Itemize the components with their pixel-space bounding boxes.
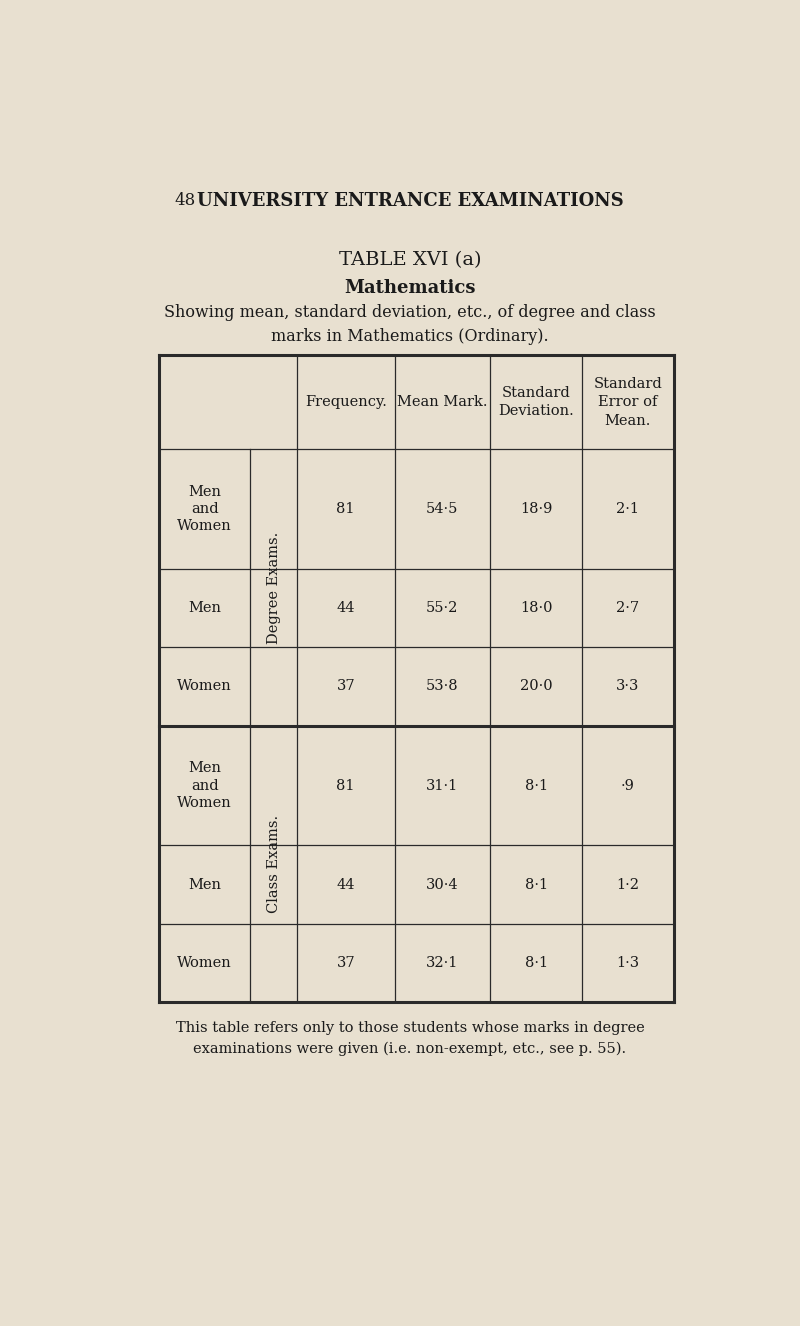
Text: Women: Women	[178, 679, 232, 693]
Text: ·9: ·9	[621, 778, 635, 793]
Text: 3·3: 3·3	[616, 679, 640, 693]
Text: Mathematics: Mathematics	[344, 278, 476, 297]
Text: 37: 37	[336, 679, 355, 693]
Text: Men
and
Women: Men and Women	[178, 761, 232, 810]
Text: 8·1: 8·1	[525, 878, 548, 891]
Text: Frequency.: Frequency.	[305, 395, 386, 410]
Text: 30·4: 30·4	[426, 878, 458, 891]
Text: TABLE XVI (a): TABLE XVI (a)	[338, 251, 482, 269]
Text: 53·8: 53·8	[426, 679, 458, 693]
Text: 2·7: 2·7	[616, 601, 639, 615]
Text: 18·9: 18·9	[520, 501, 552, 516]
Text: This table refers only to those students whose marks in degree
examinations were: This table refers only to those students…	[176, 1021, 644, 1055]
Text: 54·5: 54·5	[426, 501, 458, 516]
Text: 1·2: 1·2	[617, 878, 639, 891]
Text: Standard
Error of
Mean.: Standard Error of Mean.	[594, 377, 662, 427]
Text: UNIVERSITY ENTRANCE EXAMINATIONS: UNIVERSITY ENTRANCE EXAMINATIONS	[197, 192, 623, 210]
Text: 2·1: 2·1	[617, 501, 639, 516]
Text: Class Exams.: Class Exams.	[266, 815, 281, 914]
Text: 8·1: 8·1	[525, 956, 548, 971]
Text: 81: 81	[337, 501, 355, 516]
Text: 55·2: 55·2	[426, 601, 458, 615]
Text: 20·0: 20·0	[520, 679, 553, 693]
Text: Women: Women	[178, 956, 232, 971]
Text: Mean Mark.: Mean Mark.	[397, 395, 487, 410]
Text: Showing mean, standard deviation, etc., of degree and class
marks in Mathematics: Showing mean, standard deviation, etc., …	[164, 304, 656, 345]
Text: Men: Men	[188, 601, 221, 615]
Text: 81: 81	[337, 778, 355, 793]
Text: 44: 44	[337, 878, 355, 891]
Text: 8·1: 8·1	[525, 778, 548, 793]
Text: 31·1: 31·1	[426, 778, 458, 793]
Text: Degree Exams.: Degree Exams.	[266, 532, 281, 643]
Text: 44: 44	[337, 601, 355, 615]
Text: 32·1: 32·1	[426, 956, 458, 971]
Text: Men
and
Women: Men and Women	[178, 484, 232, 533]
Text: Standard
Deviation.: Standard Deviation.	[498, 386, 574, 418]
Text: 37: 37	[336, 956, 355, 971]
Text: 48: 48	[174, 192, 196, 208]
Text: 18·0: 18·0	[520, 601, 552, 615]
Text: 1·3: 1·3	[616, 956, 639, 971]
Text: Men: Men	[188, 878, 221, 891]
